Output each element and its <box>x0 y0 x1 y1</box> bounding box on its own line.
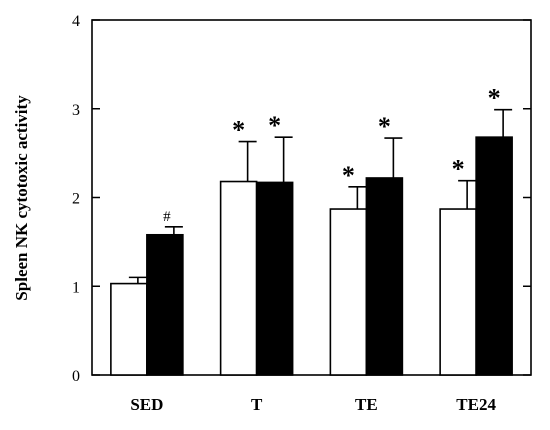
bars-layer <box>110 136 513 376</box>
bar <box>365 177 404 376</box>
x-category-label: TE24 <box>456 395 496 414</box>
y-tick-label: 3 <box>72 102 80 119</box>
significance-star: * <box>452 155 465 184</box>
labels-layer: SED T TE TE24 <box>130 395 496 414</box>
significance-star: * <box>268 111 281 140</box>
y-axis-label: Spleen NK cytotoxic activity <box>12 95 31 301</box>
bar <box>329 208 368 376</box>
bar <box>439 208 477 376</box>
bar <box>255 181 294 376</box>
y-tick-label: 4 <box>72 13 80 30</box>
error-bars-layer <box>128 108 513 284</box>
x-category-label: T <box>251 395 263 414</box>
x-category-label: SED <box>130 395 163 414</box>
axes-layer: 0 1 2 3 4 <box>72 13 532 385</box>
bar <box>475 136 513 376</box>
annotations-layer: # * * * * * * <box>163 84 501 225</box>
y-tick-label: 0 <box>72 368 80 385</box>
bar <box>146 233 184 376</box>
significance-star: * <box>232 116 245 145</box>
y-tick-label: 2 <box>72 191 80 208</box>
significance-hash: # <box>163 209 171 225</box>
bar <box>219 180 258 376</box>
significance-star: * <box>378 112 391 141</box>
bar <box>110 282 148 376</box>
significance-star: * <box>342 161 355 190</box>
y-tick-label: 1 <box>72 279 80 296</box>
significance-star: * <box>488 84 501 113</box>
x-category-label: TE <box>355 395 378 414</box>
